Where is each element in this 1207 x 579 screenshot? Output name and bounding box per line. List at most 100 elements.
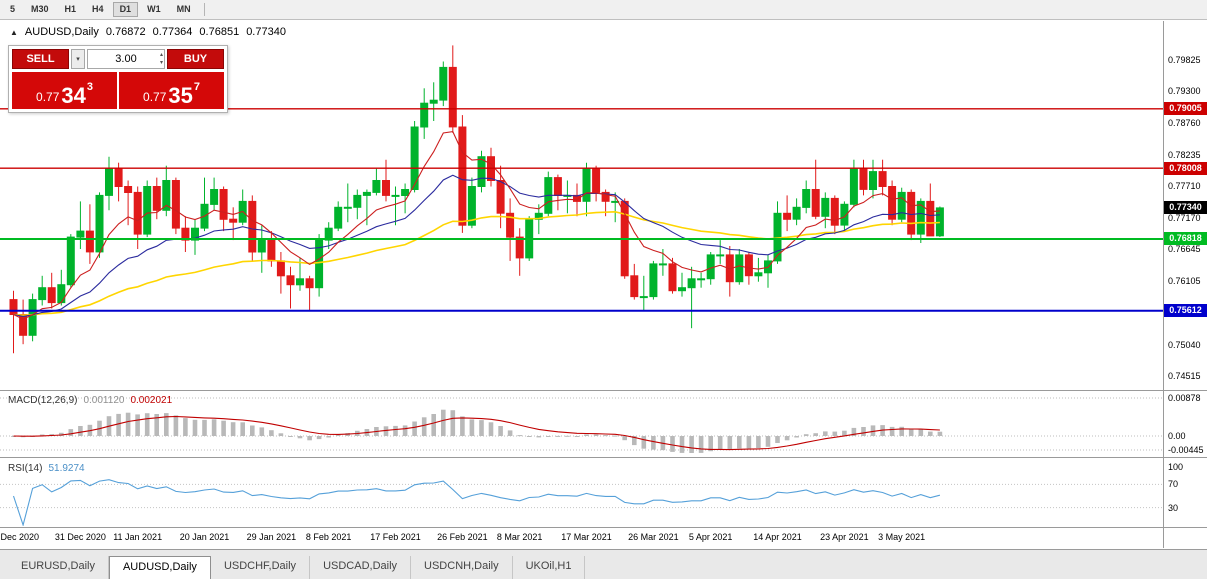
- candle-body: [96, 195, 103, 252]
- timeframe-button-M30[interactable]: M30: [24, 2, 56, 17]
- macd-histogram-bar: [785, 436, 790, 440]
- macd-label: MACD(12,26,9) 0.001120 0.002021: [8, 395, 172, 406]
- macd-axis-label: 0.00: [1168, 431, 1186, 441]
- chart-tab-bar: EURUSD,DailyAUDUSD,DailyUSDCHF,DailyUSDC…: [0, 549, 1207, 579]
- chart-tab-UKOil-H1[interactable]: UKOil,H1: [513, 556, 586, 579]
- date-tick-label: 20 Jan 2021: [180, 532, 230, 542]
- date-tick-label: 5 Apr 2021: [689, 532, 733, 542]
- timeframe-button-MN[interactable]: MN: [170, 2, 198, 17]
- sell-price-point: 3: [87, 72, 93, 92]
- candle-body: [631, 276, 638, 297]
- timeframe-button-D1[interactable]: D1: [113, 2, 139, 17]
- date-tick-label: 26 Feb 2021: [437, 532, 488, 542]
- sell-price-prefix: 0.77: [36, 90, 59, 105]
- candle-body: [650, 264, 657, 297]
- candle-body: [755, 273, 762, 276]
- price-axis[interactable]: 0.798250.793000.787600.782350.777100.771…: [1163, 21, 1207, 548]
- macd-main-value: 0.001120: [83, 395, 124, 406]
- macd-histogram-bar: [718, 436, 723, 450]
- level-price-label: 0.79005: [1164, 102, 1207, 115]
- level-price-label: 0.76818: [1164, 232, 1207, 245]
- macd-histogram-bar: [231, 422, 236, 436]
- candle-body: [688, 279, 695, 288]
- candle-body: [125, 187, 132, 193]
- candle-body: [39, 288, 46, 300]
- macd-histogram-bar: [642, 436, 647, 449]
- macd-histogram-bar: [756, 436, 761, 448]
- current-price-label: 0.77340: [1164, 201, 1207, 214]
- chart-tab-USDCAD-Daily[interactable]: USDCAD,Daily: [310, 556, 411, 579]
- candle-body: [249, 201, 256, 252]
- macd-histogram-bar: [441, 410, 446, 436]
- date-tick-label: 31 Dec 2020: [55, 532, 106, 542]
- candle-body: [698, 279, 705, 280]
- candle-body: [383, 181, 390, 196]
- volume-increase-button[interactable]: ▴: [160, 51, 163, 59]
- macd-histogram-bar: [326, 436, 331, 438]
- macd-histogram-bar: [240, 422, 245, 436]
- date-axis[interactable]: 21 Dec 202031 Dec 202011 Jan 202120 Jan …: [0, 528, 1163, 548]
- date-tick-label: 8 Mar 2021: [497, 532, 543, 542]
- macd-histogram-bar: [594, 435, 599, 437]
- buy-button[interactable]: BUY: [167, 49, 224, 69]
- timeframe-button-W1[interactable]: W1: [140, 2, 168, 17]
- candle-body: [659, 264, 666, 265]
- candle-body: [879, 172, 886, 187]
- rsi-line: [14, 480, 940, 525]
- candle-body: [812, 190, 819, 217]
- macd-histogram-bar: [766, 436, 771, 447]
- date-tick-label: 8 Feb 2021: [306, 532, 352, 542]
- macd-histogram-bar: [116, 414, 121, 436]
- chart-tab-EURUSD-Daily[interactable]: EURUSD,Daily: [8, 556, 109, 579]
- sell-button[interactable]: SELL: [12, 49, 69, 69]
- timeframe-button-H1[interactable]: H1: [58, 2, 84, 17]
- macd-histogram-bar: [508, 430, 513, 436]
- candle-body: [402, 190, 409, 196]
- chart-tab-USDCHF-Daily[interactable]: USDCHF,Daily: [211, 556, 310, 579]
- buy-price-prefix: 0.77: [143, 90, 166, 105]
- candle-body: [373, 181, 380, 193]
- one-click-trading-panel: SELL ▾ 3.00 ▴ ▾ BUY 0.77 34 3 0.77 35: [8, 45, 228, 113]
- volume-decrease-button[interactable]: ▾: [160, 59, 163, 67]
- chart-tab-USDCNH-Daily[interactable]: USDCNH,Daily: [411, 556, 513, 579]
- macd-histogram-bar: [336, 435, 341, 436]
- ohlc-open: 0.76872: [106, 26, 146, 39]
- date-tick-label: 26 Mar 2021: [628, 532, 679, 542]
- price-tick-label: 0.77170: [1168, 213, 1201, 223]
- order-options-dropdown[interactable]: ▾: [71, 49, 85, 69]
- chart-tab-AUDUSD-Daily[interactable]: AUDUSD,Daily: [109, 556, 211, 579]
- macd-histogram-bar: [813, 433, 818, 436]
- candle-body: [593, 169, 600, 193]
- rsi-axis-label: 30: [1168, 503, 1178, 513]
- candle-body: [936, 208, 943, 236]
- candle-body: [29, 300, 36, 336]
- pane-separator[interactable]: [0, 457, 1207, 458]
- candle-body: [220, 190, 227, 220]
- macd-histogram-bar: [556, 436, 561, 437]
- macd-histogram-bar: [460, 416, 465, 436]
- candle-body: [803, 190, 810, 208]
- sell-price-tile[interactable]: 0.77 34 3: [12, 72, 117, 109]
- candle-body: [67, 237, 74, 285]
- chart-symbol-label: AUDUSD,Daily: [25, 26, 99, 39]
- macd-histogram-bar: [651, 436, 656, 450]
- pane-separator[interactable]: [0, 390, 1207, 391]
- expand-panel-icon[interactable]: ▲: [10, 26, 18, 39]
- timeframe-button-H4[interactable]: H4: [85, 2, 111, 17]
- buy-price-pips: 35: [168, 86, 192, 105]
- sell-price-pips: 34: [61, 86, 85, 105]
- timeframe-button-5[interactable]: 5: [3, 2, 22, 17]
- candle-body: [583, 169, 590, 202]
- rsi-label: RSI(14) 51.9274: [8, 463, 85, 474]
- date-tick-label: 3 May 2021: [878, 532, 925, 542]
- volume-field[interactable]: 3.00 ▴ ▾: [87, 49, 165, 69]
- macd-histogram-bar: [613, 436, 618, 437]
- candle-body: [793, 207, 800, 219]
- macd-histogram-bar: [680, 436, 685, 453]
- macd-histogram-bar: [575, 436, 580, 437]
- trading-terminal-window: 5M30H1H4D1W1MN ▲ AUDUSD,Daily 0.76872 0.…: [0, 0, 1207, 579]
- macd-histogram-bar: [384, 426, 389, 436]
- candle-body: [717, 255, 724, 256]
- macd-histogram-bar: [689, 436, 694, 453]
- buy-price-tile[interactable]: 0.77 35 7: [119, 72, 224, 109]
